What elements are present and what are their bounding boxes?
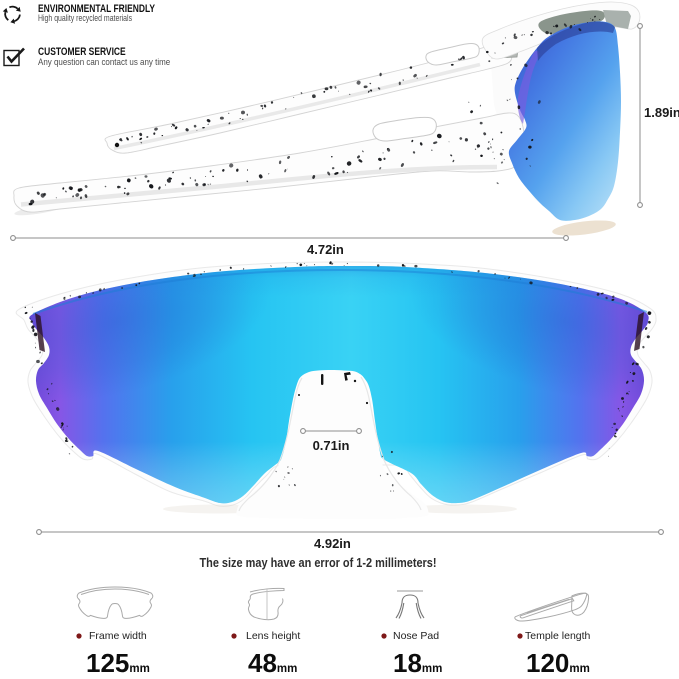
svg-text:0.71in: 0.71in: [313, 438, 350, 453]
